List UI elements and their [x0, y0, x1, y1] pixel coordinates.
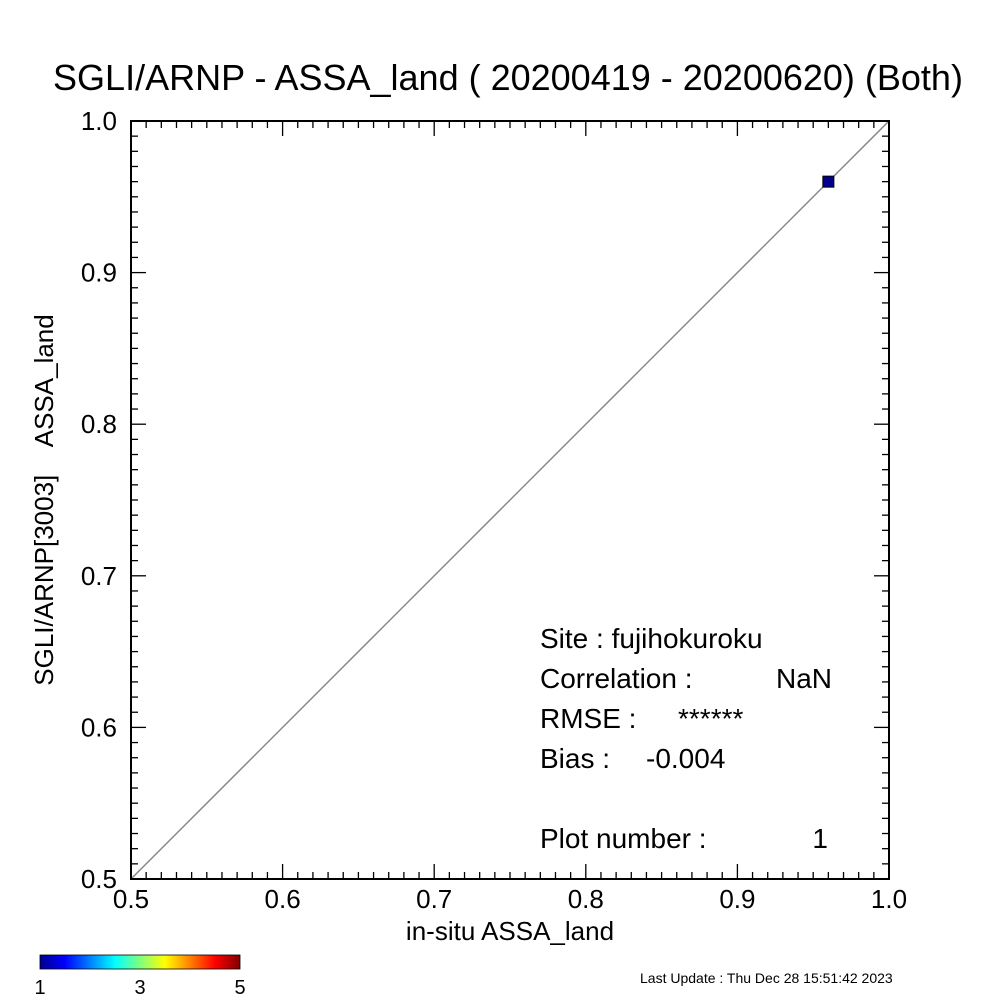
y-tick-label: 0.7	[81, 561, 117, 591]
x-tick-label: 0.7	[416, 884, 452, 914]
x-axis-label: in-situ ASSA_land	[406, 916, 614, 946]
stats-plot-number-label: Plot number :	[540, 823, 707, 854]
y-tick-label: 0.5	[81, 864, 117, 894]
y-tick-label: 0.8	[81, 409, 117, 439]
y-tick-label: 1.0	[81, 106, 117, 136]
y-tick-label: 0.6	[81, 712, 117, 742]
data-points	[822, 175, 835, 188]
colorbar-tick-label: 3	[134, 977, 145, 999]
stats-bias-value: -0.004	[646, 743, 725, 774]
x-tick-labels: 0.5 0.6 0.7 0.8 0.9 1.0	[113, 884, 907, 914]
stats-rmse-value: ******	[678, 703, 743, 734]
stats-site: Site : fujihokuroku	[540, 623, 763, 654]
stats-plot-number-value: 1	[812, 823, 828, 854]
stats-panel: Site : fujihokuroku Correlation : NaN RM…	[540, 623, 832, 854]
colorbar-tick-labels: 1 3 5	[34, 977, 245, 999]
stats-bias-label: Bias :	[540, 743, 610, 774]
y-axis-label: SGLI/ARNP[3003] ASSA_land	[29, 314, 59, 685]
chart-title: SGLI/ARNP - ASSA_land ( 20200419 - 20200…	[53, 57, 963, 98]
x-tick-label: 0.6	[265, 884, 301, 914]
y-tick-label: 0.9	[81, 258, 117, 288]
data-point	[822, 175, 835, 188]
x-tick-label: 0.9	[719, 884, 755, 914]
x-tick-label: 0.8	[568, 884, 604, 914]
colorbar-tick-label: 5	[234, 977, 245, 999]
stats-correlation-label: Correlation :	[540, 663, 693, 694]
one-to-one-line	[130, 120, 890, 880]
stats-rmse-label: RMSE :	[540, 703, 636, 734]
y-tick-labels: 0.5 0.6 0.7 0.8 0.9 1.0	[81, 106, 117, 894]
x-tick-label: 0.5	[113, 884, 149, 914]
axis-ticks	[130, 120, 890, 880]
colorbar-tick-label: 1	[34, 977, 45, 999]
last-update-text: Last Update : Thu Dec 28 15:51:42 2023	[640, 970, 893, 986]
x-tick-label: 1.0	[871, 884, 907, 914]
colorbar	[39, 954, 241, 970]
stats-correlation-value: NaN	[776, 663, 832, 694]
